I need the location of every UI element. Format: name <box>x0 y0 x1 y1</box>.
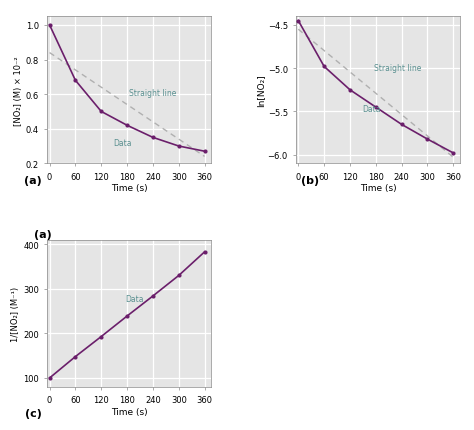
Text: Straight line: Straight line <box>129 89 177 98</box>
Text: (a): (a) <box>34 229 52 240</box>
X-axis label: Time (s): Time (s) <box>360 184 396 193</box>
Text: Straight line: Straight line <box>374 64 421 73</box>
Text: Data: Data <box>125 295 144 304</box>
Text: Data: Data <box>362 105 381 114</box>
Y-axis label: ln[NO₂]: ln[NO₂] <box>256 74 265 107</box>
Text: (b): (b) <box>301 175 319 185</box>
Text: (c): (c) <box>25 408 42 418</box>
X-axis label: Time (s): Time (s) <box>111 407 147 416</box>
Text: Data: Data <box>113 139 132 148</box>
Y-axis label: [NO₂] (M) × 10⁻²: [NO₂] (M) × 10⁻² <box>14 56 23 125</box>
X-axis label: Time (s): Time (s) <box>111 184 147 193</box>
Text: (a): (a) <box>24 175 42 185</box>
Y-axis label: 1/[NO₂] (M⁻¹): 1/[NO₂] (M⁻¹) <box>11 286 20 341</box>
